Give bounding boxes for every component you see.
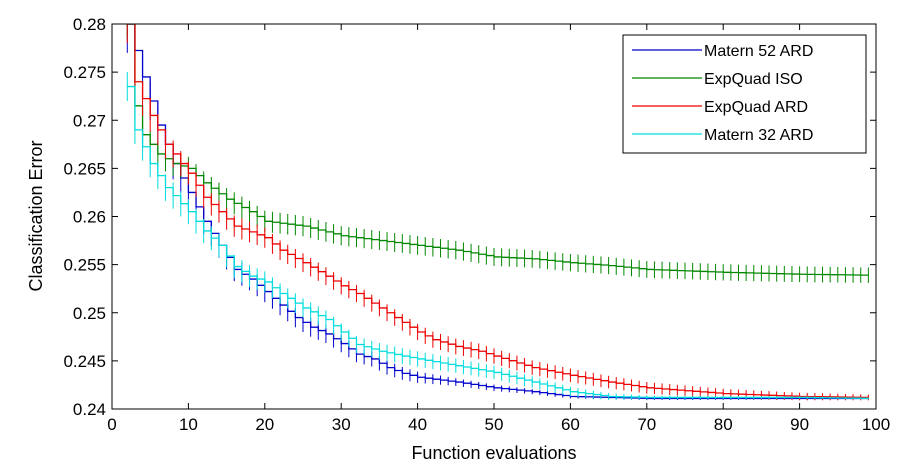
legend-entry: ExpQuad ISO bbox=[632, 71, 803, 88]
legend-entry: Matern 32 ARD bbox=[632, 127, 813, 144]
ticks-layer: 0 10 20 30 40 50 60 70 80 90 100 0.24 0.245 0.25 0.255… bbox=[63, 15, 890, 434]
x-tick-label: 50 bbox=[485, 415, 504, 434]
x-tick-label: 100 bbox=[862, 415, 890, 434]
x-axis-label: Function evaluations bbox=[411, 443, 576, 463]
x-tick-label: 20 bbox=[255, 415, 274, 434]
y-tick-label: 0.255 bbox=[63, 256, 106, 275]
y-tick-label: 0.27 bbox=[73, 111, 106, 130]
series-3 bbox=[126, 24, 870, 401]
legend-label: Matern 52 ARD bbox=[704, 43, 813, 60]
x-tick-label: 40 bbox=[408, 415, 427, 434]
x-tick-label: 30 bbox=[332, 415, 351, 434]
y-tick-label: 0.245 bbox=[63, 352, 106, 371]
y-tick-label: 0.28 bbox=[73, 15, 106, 34]
x-tick-label: 10 bbox=[179, 415, 198, 434]
series-4 bbox=[126, 72, 870, 400]
series-layer bbox=[126, 24, 870, 401]
y-tick-label: 0.265 bbox=[63, 159, 106, 178]
y-tick-label: 0.275 bbox=[63, 63, 106, 82]
series-line bbox=[127, 85, 870, 399]
legend-label: ExpQuad ARD bbox=[704, 99, 808, 116]
x-tick-label: 60 bbox=[561, 415, 580, 434]
y-axis-label: Classification Error bbox=[26, 140, 46, 291]
x-tick-label: 0 bbox=[107, 415, 116, 434]
x-tick-label: 70 bbox=[637, 415, 656, 434]
legend-label: Matern 32 ARD bbox=[704, 127, 813, 144]
legend: Matern 52 ARD ExpQuad ISO ExpQuad ARD Mater… bbox=[622, 34, 867, 154]
legend-label: ExpQuad ISO bbox=[704, 71, 803, 88]
y-tick-label: 0.26 bbox=[73, 208, 106, 227]
legend-entry: Matern 52 ARD bbox=[632, 43, 813, 60]
y-tick-label: 0.25 bbox=[73, 304, 106, 323]
series-line bbox=[127, 24, 870, 276]
legend-entry: ExpQuad ARD bbox=[632, 99, 808, 116]
x-tick-label: 90 bbox=[790, 415, 809, 434]
series-line bbox=[127, 24, 870, 398]
legend-box bbox=[622, 34, 867, 154]
y-tick-label: 0.24 bbox=[73, 400, 106, 419]
x-tick-label: 80 bbox=[714, 415, 733, 434]
